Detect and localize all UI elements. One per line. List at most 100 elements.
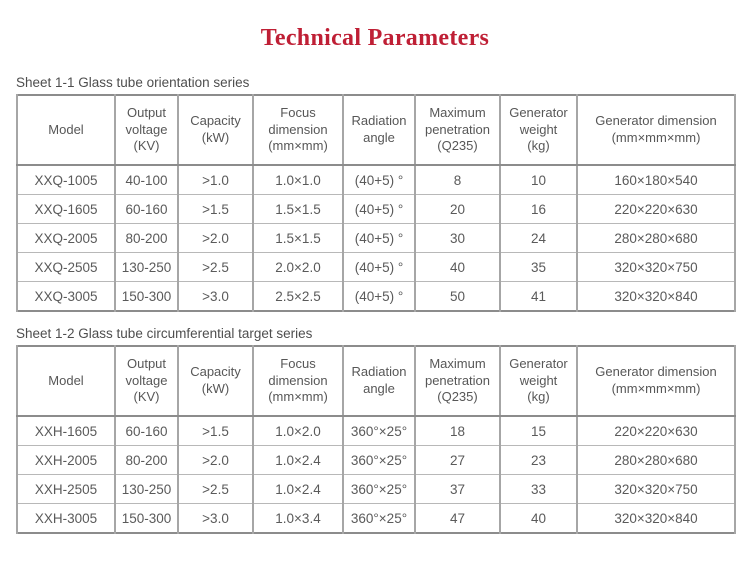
table-cell: XXQ-3005 [16,281,116,312]
table-cell: 15 [499,415,578,446]
table-row: XXQ-2005 80-200 >2.0 1.5×1.5 (40+5) ° 30 24 280… [16,223,736,253]
table-cell: 27 [414,445,501,475]
table-cell: >3.0 [177,503,254,534]
table-cell: XXH-3005 [16,503,116,534]
table-cell: 30 [414,223,501,253]
table-cell: 24 [499,223,578,253]
table-cell: XXQ-1005 [16,164,116,195]
table-cell: 18 [414,415,501,446]
table-cell: 40 [414,252,501,282]
table-cell: 1.5×1.5 [252,223,344,253]
sheet-1-2-caption: Sheet 1-2 Glass tube circumferential tar… [16,326,313,341]
table-cell: 1.0×3.4 [252,503,344,534]
table-cell: 220×220×630 [576,194,736,224]
table-cell: 220×220×630 [576,415,736,446]
table-cell: 360°×25° [342,503,416,534]
table-cell: 320×320×750 [576,252,736,282]
table-cell: >1.0 [177,164,254,195]
table-cell: 150-300 [114,503,179,534]
table-cell: 33 [499,474,578,504]
table-cell: >1.5 [177,194,254,224]
table-header-row: Model Output voltage (KV) Capacity (kW) … [16,345,736,417]
table-cell: 130-250 [114,474,179,504]
table-body: XXQ-1005 40-100 >1.0 1.0×1.0 (40+5) ° 8 10 160×… [16,164,736,312]
table-cell: 320×320×840 [576,503,736,534]
table-cell: (40+5) ° [342,164,416,195]
header-capacity: Capacity (kW) [177,94,254,166]
table-row: XXQ-3005 150-300 >3.0 2.5×2.5 (40+5) ° 50 41 32… [16,281,736,312]
table-row: XXQ-2505 130-250 >2.5 2.0×2.0 (40+5) ° 40 35 32… [16,252,736,282]
table-cell: XXQ-1605 [16,194,116,224]
table-cell: >3.0 [177,281,254,312]
table-row: XXH-2005 80-200 >2.0 1.0×2.4 360°×25° 27 23 280… [16,445,736,475]
table-cell: 35 [499,252,578,282]
header-radiation-angle: Radiation angle [342,345,416,417]
header-capacity: Capacity (kW) [177,345,254,417]
orientation-series-table: Model Output voltage (KV) Capacity (kW) … [16,94,736,312]
table-cell: >2.0 [177,223,254,253]
table-body: XXH-1605 60-160 >1.5 1.0×2.0 360°×25° 18 15 220… [16,415,736,534]
circumferential-series-table: Model Output voltage (KV) Capacity (kW) … [16,345,736,534]
table-cell: 150-300 [114,281,179,312]
table-cell: 8 [414,164,501,195]
table-cell: 37 [414,474,501,504]
table-cell: 1.0×2.0 [252,415,344,446]
header-output-voltage: Output voltage (KV) [114,345,179,417]
table-cell: 280×280×680 [576,223,736,253]
table-row: XXQ-1605 60-160 >1.5 1.5×1.5 (40+5) ° 20 16 220… [16,194,736,224]
table-header-row: Model Output voltage (KV) Capacity (kW) … [16,94,736,166]
table-cell: XXQ-2505 [16,252,116,282]
header-model: Model [16,345,116,417]
table-cell: 16 [499,194,578,224]
table-cell: >2.5 [177,252,254,282]
table-cell: 23 [499,445,578,475]
header-maximum-penetration: Maximum penetration (Q235) [414,345,501,417]
table-cell: 360°×25° [342,415,416,446]
table-cell: >2.0 [177,445,254,475]
header-focus-dimension: Focus dimension (mm×mm) [252,345,344,417]
table-cell: (40+5) ° [342,194,416,224]
table-cell: 60-160 [114,194,179,224]
header-generator-weight: Generator weight (kg) [499,94,578,166]
table-cell: 80-200 [114,223,179,253]
table-cell: 10 [499,164,578,195]
table-cell: 20 [414,194,501,224]
table-cell: >2.5 [177,474,254,504]
table-cell: (40+5) ° [342,281,416,312]
header-model: Model [16,94,116,166]
table-cell: >1.5 [177,415,254,446]
table-cell: XXH-2505 [16,474,116,504]
table-row: XXH-1605 60-160 >1.5 1.0×2.0 360°×25° 18 15 220… [16,415,736,446]
table-row: XXH-3005 150-300 >3.0 1.0×3.4 360°×25° 47 40 32… [16,503,736,534]
header-output-voltage: Output voltage (KV) [114,94,179,166]
table-cell: XXH-1605 [16,415,116,446]
table-cell: 360°×25° [342,445,416,475]
table-row: XXQ-1005 40-100 >1.0 1.0×1.0 (40+5) ° 8 10 160×… [16,164,736,195]
table-row: XXH-2505 130-250 >2.5 1.0×2.4 360°×25° 37 33 32… [16,474,736,504]
table-cell: 1.0×1.0 [252,164,344,195]
header-generator-dimension: Generator dimension (mm×mm×mm) [576,345,736,417]
table-cell: 360°×25° [342,474,416,504]
table-cell: 160×180×540 [576,164,736,195]
table-cell: 130-250 [114,252,179,282]
table-cell: (40+5) ° [342,223,416,253]
table-cell: 80-200 [114,445,179,475]
table-cell: 320×320×840 [576,281,736,312]
table-cell: 50 [414,281,501,312]
header-focus-dimension: Focus dimension (mm×mm) [252,94,344,166]
table-cell: 1.5×1.5 [252,194,344,224]
table-cell: 40-100 [114,164,179,195]
table-cell: 1.0×2.4 [252,445,344,475]
header-generator-weight: Generator weight (kg) [499,345,578,417]
table-cell: (40+5) ° [342,252,416,282]
table-cell: XXQ-2005 [16,223,116,253]
header-generator-dimension: Generator dimension (mm×mm×mm) [576,94,736,166]
table-cell: 2.5×2.5 [252,281,344,312]
header-maximum-penetration: Maximum penetration (Q235) [414,94,501,166]
table-cell: 41 [499,281,578,312]
table-cell: XXH-2005 [16,445,116,475]
table-cell: 40 [499,503,578,534]
sheet-1-1-caption: Sheet 1-1 Glass tube orientation series [16,75,250,90]
table-cell: 280×280×680 [576,445,736,475]
table-cell: 1.0×2.4 [252,474,344,504]
